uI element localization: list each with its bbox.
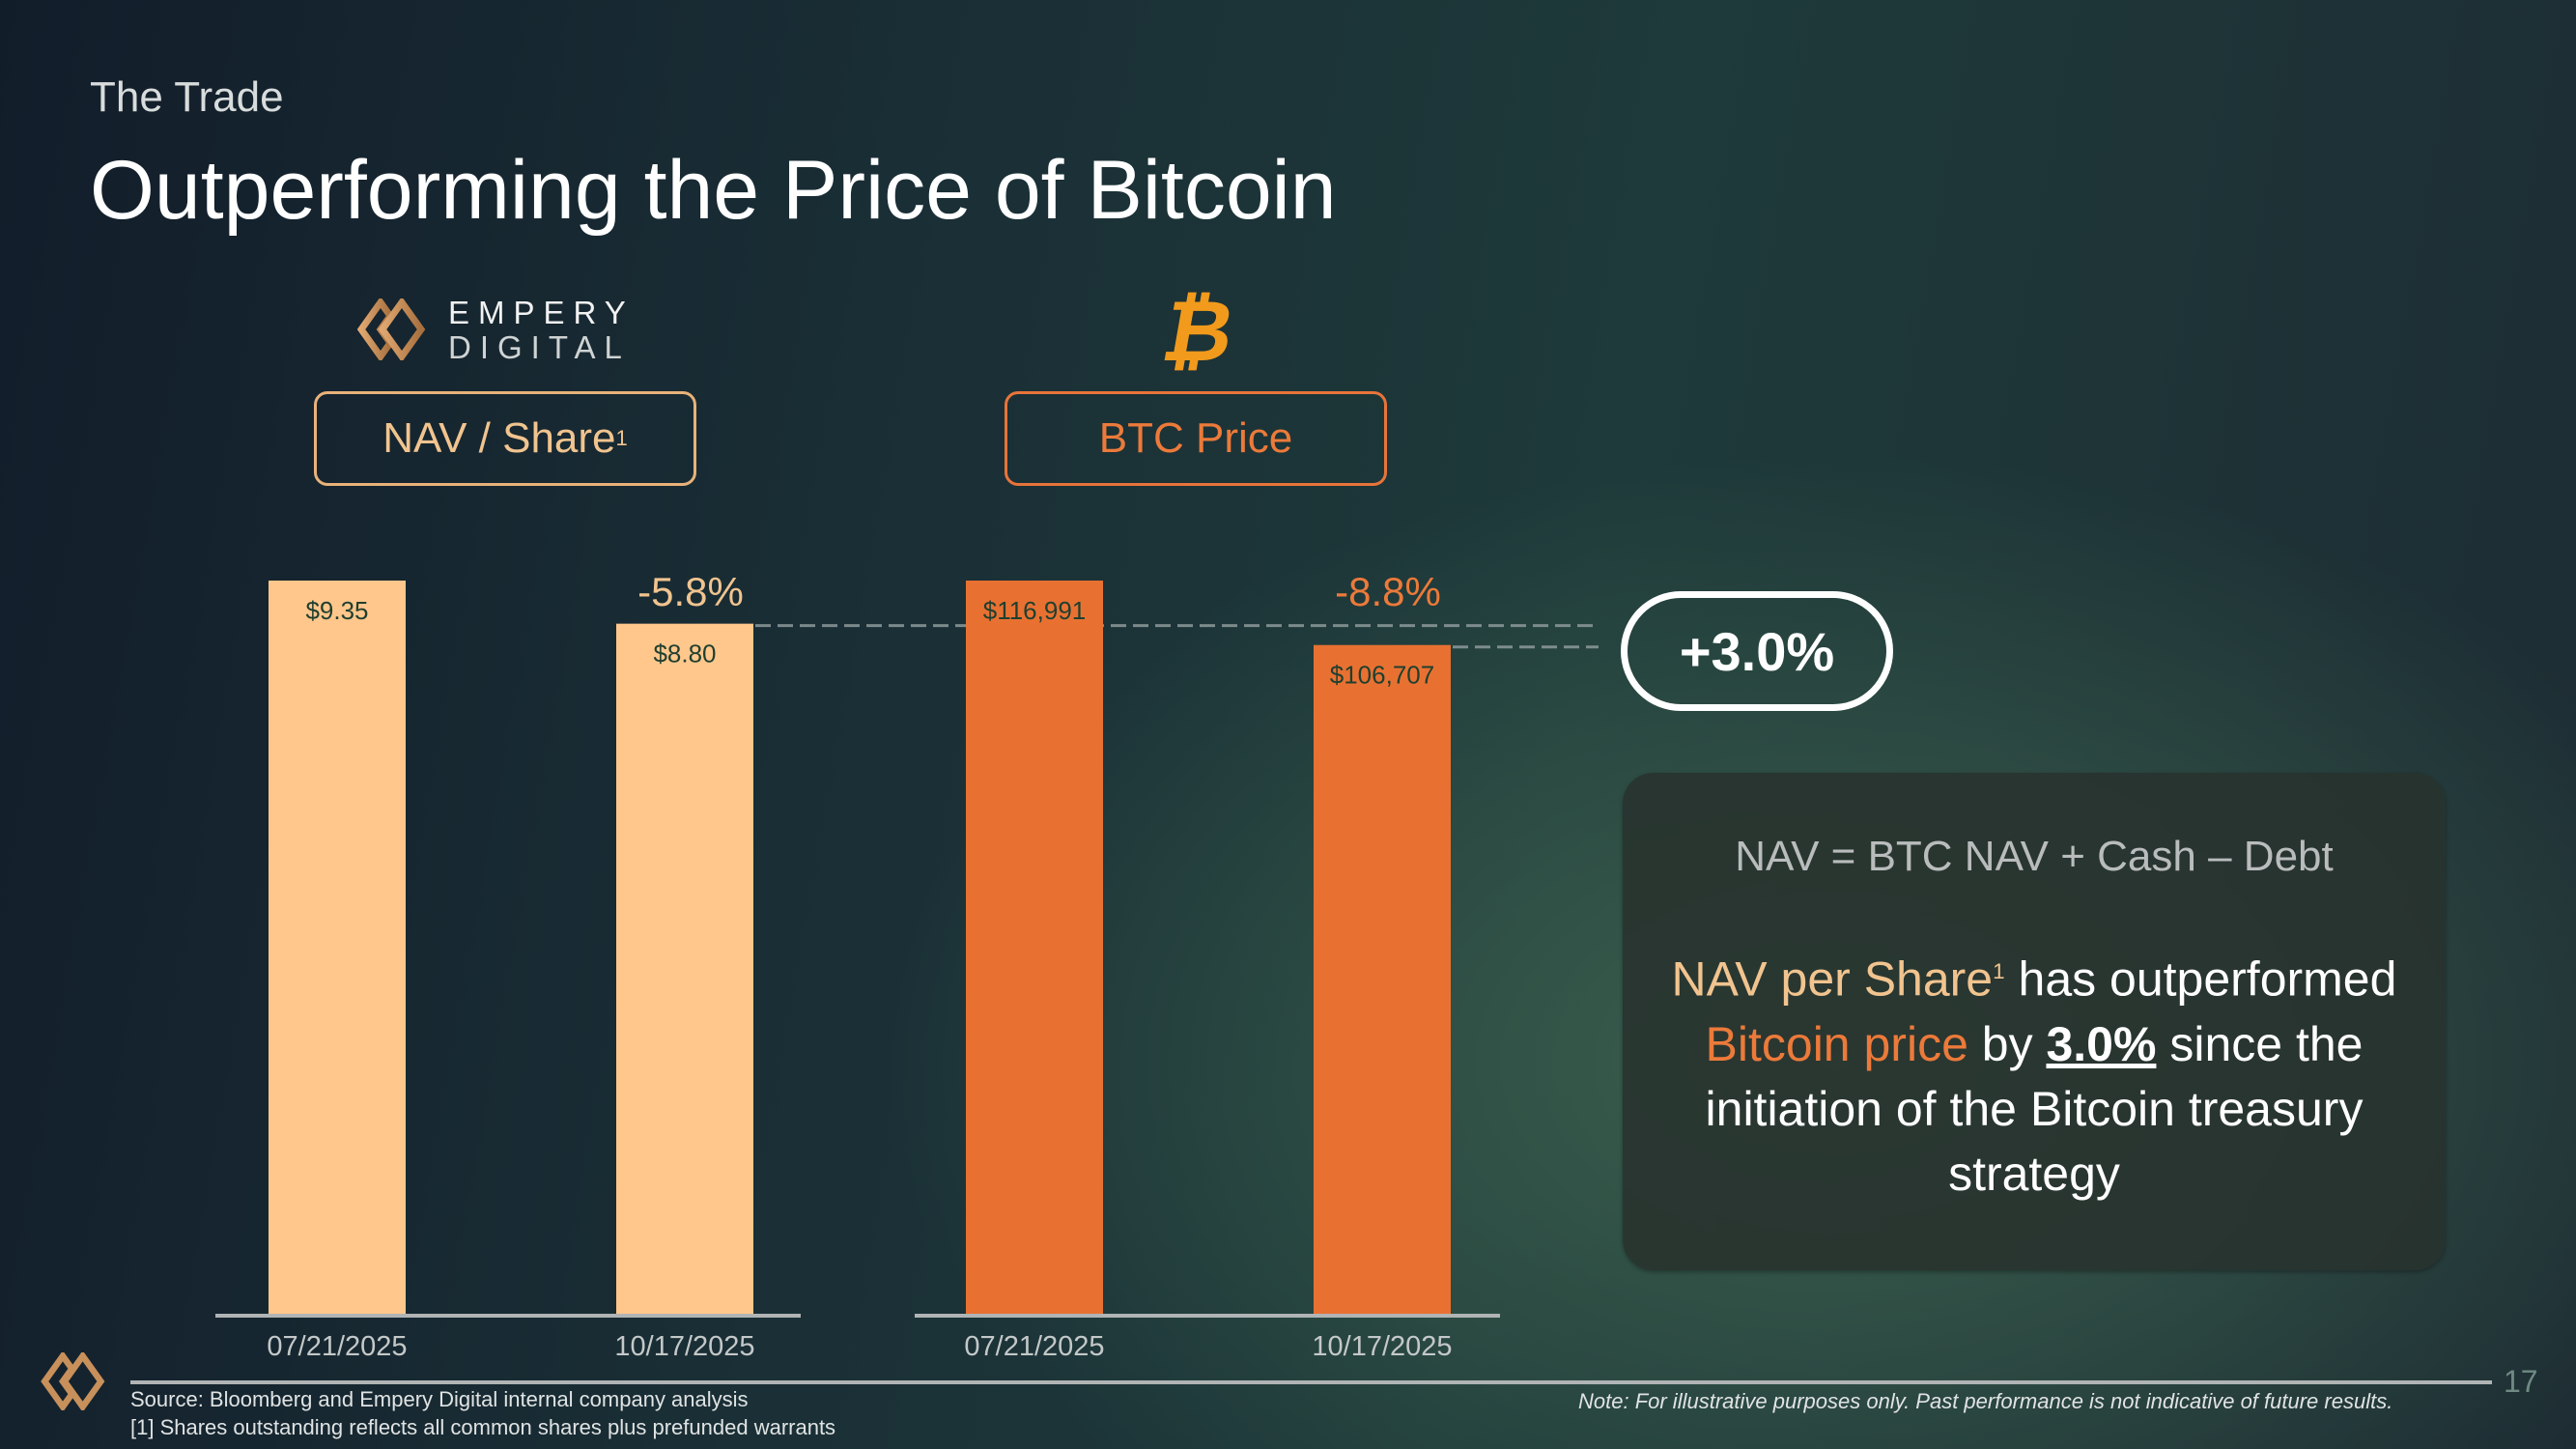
- statement-text: by: [1967, 1016, 2047, 1071]
- nav-share-label-box: NAV / Share 1: [314, 391, 696, 486]
- empery-logo-icon: [41, 1352, 105, 1410]
- bar-chart: $9.35 07/21/2025 $8.80 10/17/2025 -5.8% $116,…: [215, 569, 1599, 1362]
- x-tick-label: 07/21/2025: [267, 1331, 407, 1362]
- page-title: Outperforming the Price of Bitcoin: [90, 144, 1337, 237]
- empery-logo-icon: [357, 298, 426, 360]
- nav-per-share-text: NAV per Share: [1671, 952, 1994, 1007]
- logo-line-1: EMPERY: [448, 295, 635, 330]
- outperformance-badge: +3.0%: [1621, 591, 1893, 711]
- nav-formula: NAV = BTC NAV + Cash – Debt: [1735, 833, 2334, 880]
- footnote-text: [1] Shares outstanding reflects all comm…: [130, 1415, 836, 1439]
- x-tick-label: 10/17/2025: [614, 1331, 754, 1362]
- bar-nav-0: [269, 581, 406, 1314]
- bitcoin-icon: ₿: [1155, 283, 1242, 379]
- footnote-marker: 1: [1993, 959, 2005, 983]
- bar-btc-0: [966, 581, 1103, 1314]
- outperformance-statement: NAV per Share1 has outperformed Bitcoin …: [1623, 939, 2446, 1207]
- section-kicker: The Trade: [90, 73, 284, 121]
- bitcoin-price-text: Bitcoin price: [1705, 1016, 1968, 1071]
- bar-value-label: $9.35: [305, 596, 368, 625]
- btc-price-label-box: BTC Price: [1005, 391, 1387, 486]
- disclaimer-note: Note: For illustrative purposes only. Pa…: [1578, 1389, 2393, 1413]
- change-label: -8.8%: [1335, 569, 1441, 614]
- nav-share-label: NAV / Share: [382, 414, 616, 462]
- info-box: NAV = BTC NAV + Cash – Debt NAV per Shar…: [1623, 773, 2446, 1270]
- x-tick-label: 10/17/2025: [1312, 1331, 1452, 1362]
- statement-text: has outperformed: [2004, 952, 2397, 1007]
- bar-value-label: $8.80: [653, 639, 716, 668]
- empery-digital-logo: EMPERY DIGITAL: [357, 295, 666, 365]
- footer-divider: [130, 1380, 2492, 1384]
- page-number: 17: [2504, 1364, 2538, 1399]
- bar-value-label: $106,707: [1330, 661, 1434, 690]
- change-label: -5.8%: [637, 569, 744, 614]
- footnote-marker: 1: [615, 426, 628, 450]
- x-tick-label: 07/21/2025: [964, 1331, 1104, 1362]
- statement-text: since the initiation of the Bitcoin trea…: [1705, 1016, 2364, 1201]
- btc-price-label: BTC Price: [1098, 414, 1293, 462]
- bar-value-label: $116,991: [983, 596, 1087, 625]
- logo-line-2: DIGITAL: [448, 329, 631, 365]
- source-note: Source: Bloomberg and Empery Digital int…: [130, 1387, 749, 1411]
- bar-nav-1: [616, 623, 753, 1314]
- outperformance-value: 3.0%: [2046, 1016, 2157, 1071]
- bar-btc-1: [1314, 644, 1451, 1314]
